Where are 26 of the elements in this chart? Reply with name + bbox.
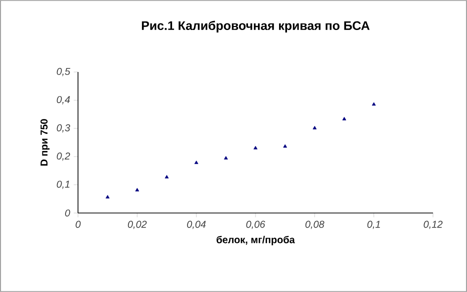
y-tick-label: 0,5 xyxy=(56,68,70,76)
point xyxy=(283,144,288,148)
x-tick-label: 0,04 xyxy=(187,220,206,230)
x-tick-label: 0,02 xyxy=(128,220,147,230)
x-tick-label: 0,12 xyxy=(424,220,443,230)
y-tick-label: 0 xyxy=(65,209,70,217)
x-axis-title: белок, мг/проба xyxy=(216,236,295,246)
point xyxy=(254,146,258,150)
point xyxy=(164,174,169,178)
point xyxy=(135,188,140,192)
x-tick-label: 0,08 xyxy=(305,220,324,230)
point xyxy=(194,160,198,164)
y-tick-label: 0,2 xyxy=(56,152,70,161)
y-tick-label: 0,4 xyxy=(56,96,70,104)
point xyxy=(224,156,228,160)
point xyxy=(342,116,346,120)
x-tick-label: 0,06 xyxy=(246,220,266,230)
y-tick-label: 0,1 xyxy=(56,180,70,189)
point xyxy=(106,195,110,198)
x-tick-label: 0,1 xyxy=(367,220,380,230)
y-axis-title: D при 750 xyxy=(40,119,50,166)
y-tick-label: 0,3 xyxy=(56,124,70,133)
point xyxy=(372,102,376,106)
x-tick-label: 0 xyxy=(76,220,81,228)
point xyxy=(312,126,317,130)
chart-title: Рис.1 Калибровочная кривая по БСА xyxy=(142,20,370,32)
